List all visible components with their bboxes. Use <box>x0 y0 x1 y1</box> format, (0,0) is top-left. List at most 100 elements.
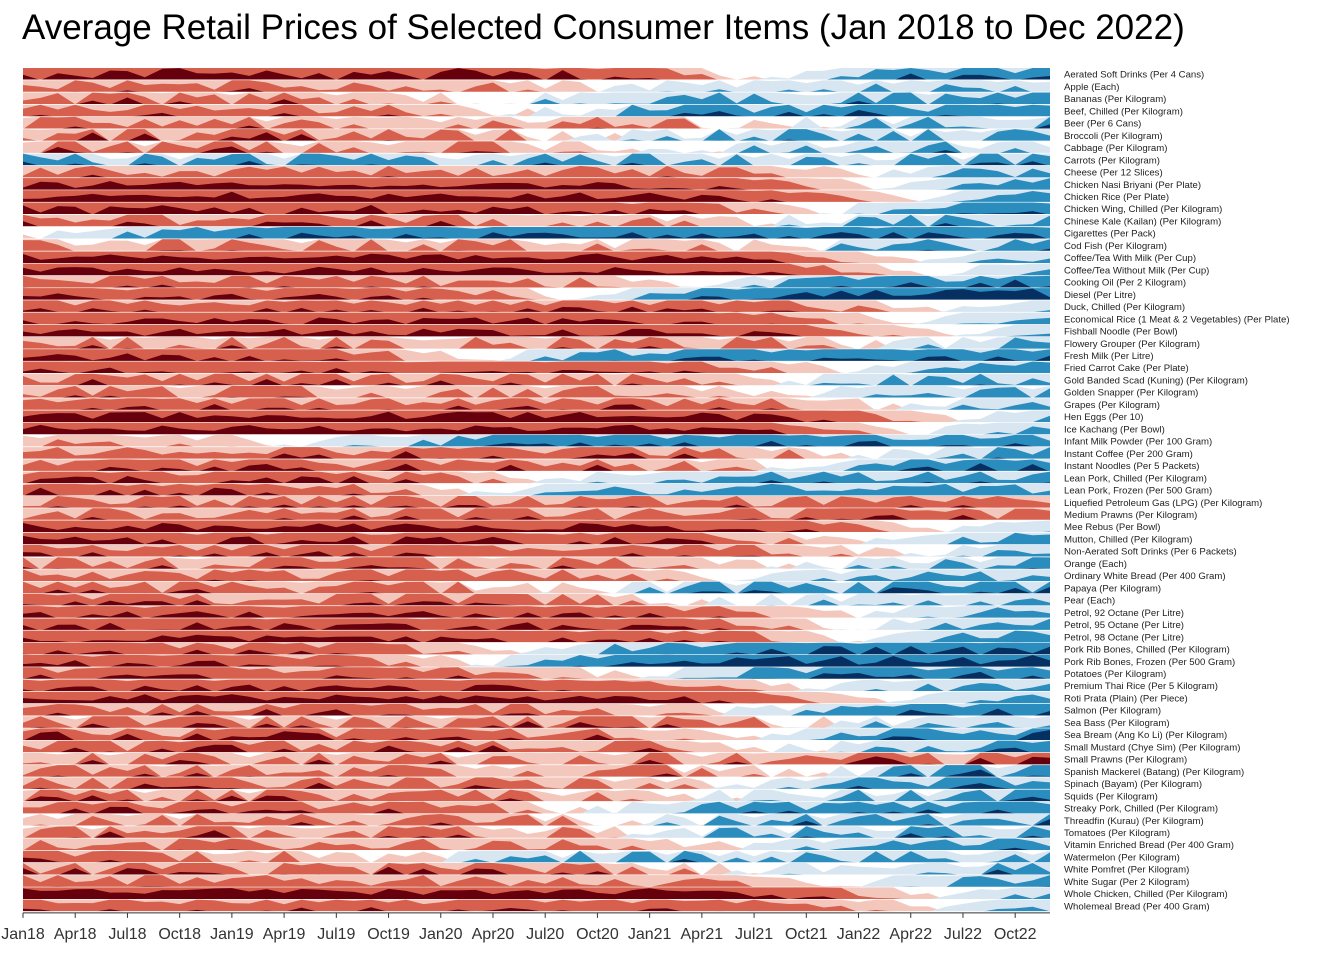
positive-band-3 <box>23 232 1050 240</box>
row-label: Watermelon (Per Kilogram) <box>1064 852 1180 863</box>
negative-band-2 <box>23 752 1050 766</box>
positive-band-1 <box>23 80 1050 93</box>
positive-band-2 <box>23 116 1050 130</box>
horizon-row <box>23 850 1050 864</box>
horizon-row <box>23 165 1050 179</box>
row-label: Chicken Rice (Per Plate) <box>1064 192 1169 203</box>
negative-band-2 <box>23 838 1050 851</box>
row-label: Broccoli (Per Kilogram) <box>1064 131 1163 142</box>
horizon-row <box>23 618 1050 632</box>
row-label: Duck, Chilled (Per Kilogram) <box>1064 302 1185 313</box>
positive-band-2 <box>23 618 1050 631</box>
negative-band-3 <box>23 253 1050 264</box>
negative-band-2 <box>23 862 1050 876</box>
positive-band-2 <box>23 178 1050 191</box>
negative-band-2 <box>23 508 1050 521</box>
positive-band-2 <box>23 838 1050 851</box>
x-tick-label: Jan20 <box>419 926 463 943</box>
positive-band-1 <box>23 532 1050 545</box>
positive-band-3 <box>23 708 1050 717</box>
horizon-row <box>23 899 1050 913</box>
horizon-row <box>23 459 1050 473</box>
positive-band-1 <box>23 251 1050 264</box>
negative-band-2 <box>23 581 1050 594</box>
horizon-row <box>23 398 1050 412</box>
row-label: Beer (Per 6 Cans) <box>1064 119 1141 130</box>
row-label: Spanish Mackerel (Batang) (Per Kilogram) <box>1064 767 1244 778</box>
horizon-row <box>23 422 1050 436</box>
positive-band-1 <box>23 141 1050 154</box>
positive-band-2 <box>23 789 1050 802</box>
positive-band-1 <box>23 214 1050 227</box>
horizon-row <box>23 80 1050 94</box>
row-label: Chinese Kale (Kailan) (Per Kilogram) <box>1064 216 1221 227</box>
negative-band-2 <box>23 239 1050 252</box>
negative-band-1 <box>23 777 1050 790</box>
row-label: Medium Prawns (Per Kilogram) <box>1064 510 1197 521</box>
row-label: Grapes (Per Kilogram) <box>1064 400 1160 411</box>
negative-band-2 <box>23 899 1050 912</box>
positive-band-1 <box>23 92 1050 105</box>
negative-band-2 <box>23 544 1050 558</box>
negative-band-3 <box>23 684 1050 692</box>
horizon-row <box>23 667 1050 681</box>
positive-band-1 <box>23 373 1050 386</box>
horizon-row <box>23 606 1050 620</box>
x-tick-label: Oct18 <box>158 926 201 943</box>
row-label: White Pomfret (Per Kilogram) <box>1064 865 1189 876</box>
horizon-row <box>23 447 1050 461</box>
positive-band-1 <box>23 337 1050 350</box>
negative-band-3 <box>23 284 1050 289</box>
horizon-row <box>23 789 1050 803</box>
negative-band-3 <box>23 535 1050 545</box>
horizon-row <box>23 752 1050 766</box>
horizon-row <box>23 679 1050 693</box>
x-tick-label: Jan18 <box>1 926 45 943</box>
negative-band-2 <box>23 569 1050 582</box>
row-label: Cabbage (Per Kilogram) <box>1064 143 1167 154</box>
positive-band-2 <box>23 471 1050 484</box>
row-label: White Sugar (Per 2 Kilogram) <box>1064 877 1189 888</box>
positive-band-2 <box>23 202 1050 215</box>
row-label: Fried Carrot Cake (Per Plate) <box>1064 363 1189 374</box>
row-label: Ice Kachang (Per Bowl) <box>1064 424 1165 435</box>
row-label: Pear (Each) <box>1064 596 1115 607</box>
row-label: Potatoes (Per Kilogram) <box>1064 669 1166 680</box>
negative-band-3 <box>23 622 1050 631</box>
positive-band-3 <box>23 655 1050 668</box>
row-label: Tomatoes (Per Kilogram) <box>1064 828 1170 839</box>
horizon-row <box>23 410 1050 424</box>
row-label: Apple (Each) <box>1064 82 1119 93</box>
row-label: Orange (Each) <box>1064 559 1127 570</box>
negative-band-3 <box>23 191 1050 203</box>
positive-band-1 <box>23 422 1050 435</box>
positive-band-1 <box>23 68 1050 81</box>
x-axis: Jan18 Apr18 Jul18 Oct18 Jan19 Apr19 Jul19 Oct19… <box>1 912 1050 943</box>
negative-band-3 <box>23 504 1050 509</box>
negative-band-2 <box>23 814 1050 827</box>
row-label: Fresh Milk (Per Litre) <box>1064 351 1154 362</box>
negative-band-2 <box>23 263 1050 276</box>
negative-band-2 <box>23 716 1050 729</box>
row-label: Wholemeal Bread (Per 400 Gram) <box>1064 901 1210 912</box>
row-label: Economical Rice (1 Meat & 2 Vegetables) … <box>1064 314 1290 325</box>
negative-band-3 <box>23 888 1050 900</box>
row-labels: Aerated Soft Drinks (Per 4 Cans)Apple (E… <box>1064 70 1290 913</box>
row-label: Pork Rib Bones, Chilled (Per Kilogram) <box>1064 645 1230 656</box>
horizon-row <box>23 226 1050 240</box>
positive-band-2 <box>23 387 1050 399</box>
negative-band-3 <box>23 146 1050 154</box>
negative-band-2 <box>23 496 1050 509</box>
positive-band-2 <box>23 434 1050 448</box>
negative-band-2 <box>23 606 1050 619</box>
row-label: Threadfin (Kurau) (Per Kilogram) <box>1064 816 1204 827</box>
negative-band-3 <box>23 404 1050 411</box>
row-label: Sea Bass (Per Kilogram) <box>1064 718 1170 729</box>
horizon-row <box>23 190 1050 204</box>
row-label: Instant Noodles (Per 5 Packets) <box>1064 461 1199 472</box>
row-label: Mee Rebus (Per Bowl) <box>1064 522 1161 533</box>
negative-band-3 <box>23 721 1050 729</box>
row-label: Coffee/Tea Without Milk (Per Cup) <box>1064 265 1209 276</box>
horizon-row <box>23 300 1050 314</box>
positive-band-2 <box>23 83 1050 93</box>
